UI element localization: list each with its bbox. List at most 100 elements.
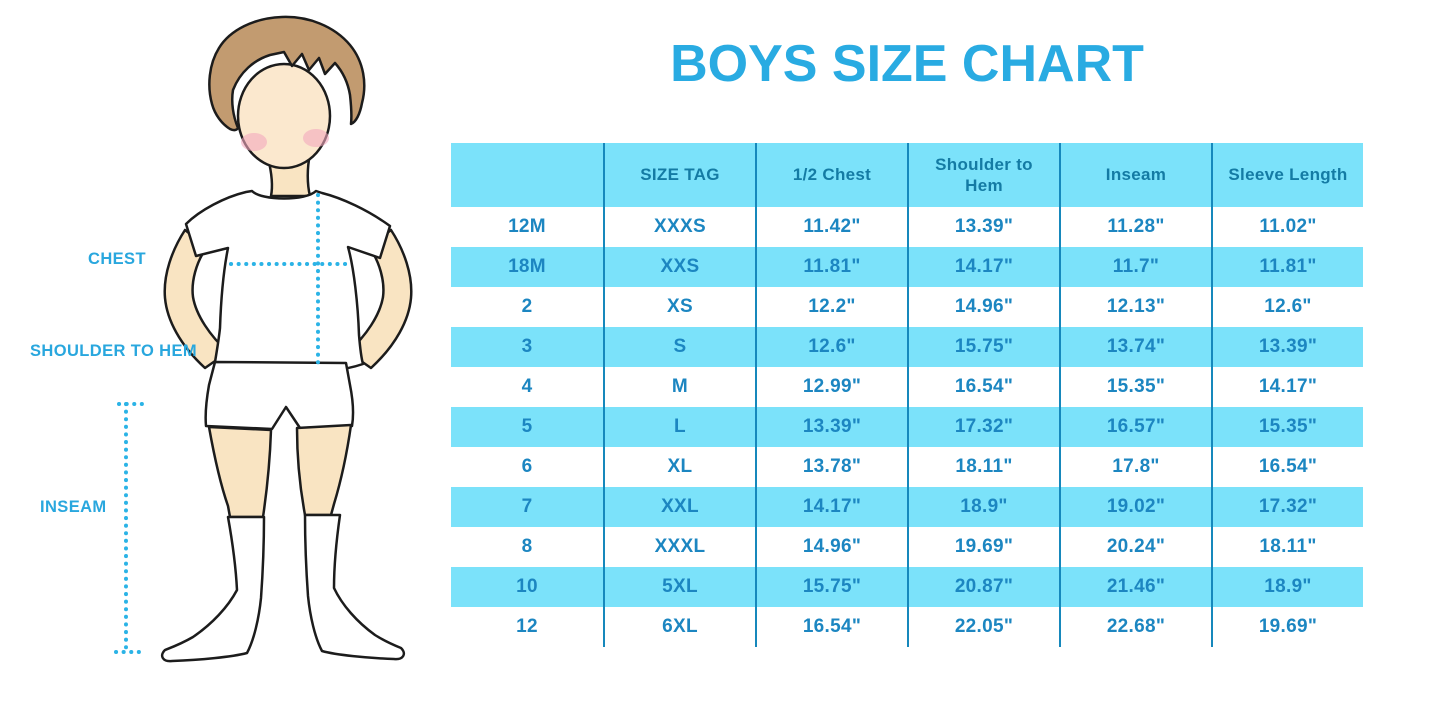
table-cell: 15.35"	[1211, 407, 1363, 447]
left-sock	[160, 515, 266, 663]
table-cell: 18.11"	[907, 447, 1059, 487]
table-cell: L	[603, 407, 755, 447]
table-cell: 12.2"	[755, 287, 907, 327]
left-blush	[241, 133, 267, 151]
page-title: BOYS SIZE CHART	[670, 35, 1144, 93]
table-cell: 14.17"	[907, 247, 1059, 287]
column-header-shoulder-to-hem: Shoulder to Hem	[907, 143, 1059, 207]
table-cell: 12.6"	[755, 327, 907, 367]
right-thigh	[295, 423, 353, 517]
chest-label: CHEST	[88, 250, 146, 268]
boy-measurement-illustration: CHEST SHOULDER TO HEM INSEAM	[0, 0, 450, 723]
table-cell: 5XL	[603, 567, 755, 607]
table-cell: 19.69"	[907, 527, 1059, 567]
table-cell: 19.02"	[1059, 487, 1211, 527]
table-cell: 11.42"	[755, 207, 907, 247]
table-cell: 6	[521, 456, 533, 477]
table-cell: XXS	[603, 247, 755, 287]
table-cell: 15.35"	[1059, 367, 1211, 407]
table-cell: 16.54"	[755, 607, 907, 647]
column-header-size-tag: SIZE TAG	[603, 143, 755, 207]
table-row: 12M XXXS 11.42" 13.39" 11.28" 11.02"	[451, 207, 1363, 247]
table-cell: 12.6"	[1211, 287, 1363, 327]
table-cell: 12	[516, 616, 538, 637]
table-row: 2 XS 12.2" 14.96" 12.13" 12.6"	[451, 287, 1363, 327]
table-header-row: SIZE TAG 1/2 Chest Shoulder to Hem Insea…	[451, 143, 1363, 207]
table-row: 4 M 12.99" 16.54" 15.35" 14.17"	[451, 367, 1363, 407]
table-cell: S	[603, 327, 755, 367]
table-cell: 18.9"	[1211, 567, 1363, 607]
table-cell: XXXL	[603, 527, 755, 567]
table-cell: 13.39"	[907, 207, 1059, 247]
right-sock	[303, 513, 406, 661]
table-cell: 17.32"	[1211, 487, 1363, 527]
table-cell: 4	[521, 376, 533, 397]
size-chart-table: SIZE TAG 1/2 Chest Shoulder to Hem Insea…	[451, 143, 1363, 647]
left-thigh	[207, 425, 273, 519]
table-cell: 17.8"	[1059, 447, 1211, 487]
table-cell: 19.69"	[1211, 607, 1363, 647]
left-arm	[163, 228, 230, 370]
table-cell: 11.02"	[1211, 207, 1363, 247]
table-cell: M	[603, 367, 755, 407]
table-cell: 16.57"	[1059, 407, 1211, 447]
table-cell: 18.11"	[1211, 527, 1363, 567]
right-arm	[346, 228, 413, 370]
table-cell: 12.13"	[1059, 287, 1211, 327]
table-cell: XXXS	[603, 207, 755, 247]
right-blush	[303, 129, 329, 147]
table-row: 8 XXXL 14.96" 19.69" 20.24" 18.11"	[451, 527, 1363, 567]
t-shirt	[184, 189, 392, 375]
table-cell: 14.96"	[907, 287, 1059, 327]
table-cell: 18M	[508, 256, 546, 277]
table-cell: 17.32"	[907, 407, 1059, 447]
table-cell: 13.39"	[755, 407, 907, 447]
table-row: 12 6XL 16.54" 22.05" 22.68" 19.69"	[451, 607, 1363, 647]
hair	[208, 15, 366, 132]
table-cell: 8	[521, 536, 533, 557]
boy-figure-svg	[114, 15, 413, 663]
table-row: 5 L 13.39" 17.32" 16.57" 15.35"	[451, 407, 1363, 447]
table-cell: 14.17"	[1211, 367, 1363, 407]
table-cell: 18.9"	[907, 487, 1059, 527]
table-cell: 16.54"	[907, 367, 1059, 407]
inseam-label: INSEAM	[40, 498, 107, 516]
table-row: 3 S 12.6" 15.75" 13.74" 13.39"	[451, 327, 1363, 367]
measurement-lines	[114, 193, 349, 654]
table-cell: XS	[603, 287, 755, 327]
table-cell: 11.28"	[1059, 207, 1211, 247]
table-cell: 20.24"	[1059, 527, 1211, 567]
table-cell: 20.87"	[907, 567, 1059, 607]
table-cell: 10	[516, 576, 538, 597]
table-cell: 6XL	[603, 607, 755, 647]
table-cell: 2	[521, 296, 533, 317]
table-cell: 13.78"	[755, 447, 907, 487]
table-row: 6 XL 13.78" 18.11" 17.8" 16.54"	[451, 447, 1363, 487]
column-header-sleeve-length: Sleeve Length	[1211, 143, 1363, 207]
table-cell: 22.68"	[1059, 607, 1211, 647]
table-cell: 16.54"	[1211, 447, 1363, 487]
table-row: 10 5XL 15.75" 20.87" 21.46" 18.9"	[451, 567, 1363, 607]
table-cell: 12M	[508, 216, 546, 237]
table-cell: 11.81"	[1211, 247, 1363, 287]
table-row: 7 XXL 14.17" 18.9" 19.02" 17.32"	[451, 487, 1363, 527]
table-cell: 14.17"	[755, 487, 907, 527]
shorts	[204, 360, 355, 431]
face	[236, 62, 332, 170]
table-row: 18M XXS 11.81" 14.17" 11.7" 11.81"	[451, 247, 1363, 287]
table-cell: XL	[603, 447, 755, 487]
shoulder-to-hem-label: SHOULDER TO HEM	[30, 342, 198, 360]
column-header-size	[451, 143, 603, 207]
table-cell: 21.46"	[1059, 567, 1211, 607]
table-cell: 22.05"	[907, 607, 1059, 647]
table-cell: 7	[521, 496, 533, 517]
table-cell: 3	[521, 336, 533, 357]
table-cell: 5	[521, 416, 533, 437]
table-cell: 15.75"	[755, 567, 907, 607]
column-header-half-chest: 1/2 Chest	[755, 143, 907, 207]
table-cell: 11.81"	[755, 247, 907, 287]
table-cell: 15.75"	[907, 327, 1059, 367]
table-cell: 11.7"	[1059, 247, 1211, 287]
table-cell: 13.74"	[1059, 327, 1211, 367]
table-cell: XXL	[603, 487, 755, 527]
